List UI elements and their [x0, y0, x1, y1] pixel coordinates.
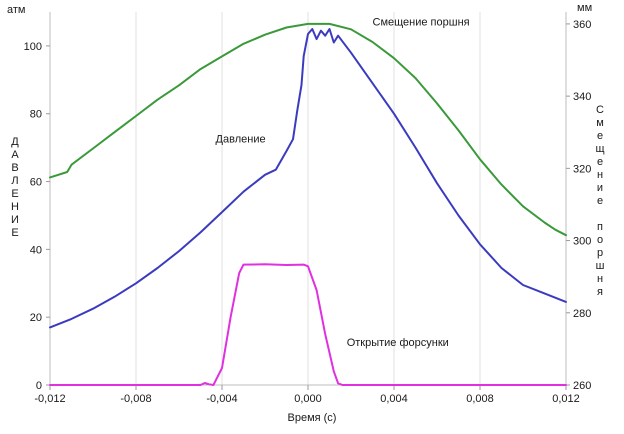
right-axis-label-char: п: [597, 221, 603, 233]
series: [49, 22, 567, 386]
right-axis-label-char: е: [597, 130, 603, 142]
right-tick-label: 320: [573, 163, 591, 175]
right-axis-label-char: р: [597, 247, 603, 259]
ticks: -0,012 -0,008 -0,004 0,000 0,004 0,008 0,012 0 2…: [24, 19, 592, 405]
right-tick-label: 300: [573, 236, 591, 248]
x-tick-label: 0,000: [294, 393, 322, 405]
series-line-открытие-форсунки: [49, 263, 567, 386]
left-axis-label-char: А: [11, 149, 19, 161]
right-axis-label-char: о: [597, 234, 603, 246]
right-axis-label-char: м: [596, 117, 604, 129]
annotations: Смещение поршня Давление Открытие форсунки: [216, 17, 470, 349]
left-axis-label-char: Д: [11, 136, 19, 148]
x-tick-label: 0,008: [466, 393, 494, 405]
left-axis-unit: атм: [7, 4, 25, 16]
grid: [135, 12, 481, 385]
right-axis-label-char: е: [597, 156, 603, 168]
right-tick-label: 260: [573, 380, 591, 392]
left-axis-label-char: В: [11, 162, 18, 174]
right-tick-label: 360: [573, 19, 591, 31]
x-tick-label: 0,012: [552, 393, 580, 405]
annotation-label: Смещение поршня: [373, 17, 470, 29]
x-axis-label: Время (с): [288, 412, 337, 424]
left-axis-label-char: Л: [11, 175, 18, 187]
x-tick-label: -0,004: [206, 393, 237, 405]
series-line-смещение-поршня: [49, 22, 567, 237]
x-tick-label: -0,008: [120, 393, 151, 405]
right-axis-unit: мм: [577, 2, 592, 14]
right-axis-label-char: щ: [595, 143, 604, 155]
left-axis-label-char: Е: [11, 188, 18, 200]
right-axis-label-char: е: [597, 195, 603, 207]
right-axis-label-char: ш: [596, 260, 605, 272]
left-axis-label-char: И: [11, 214, 19, 226]
left-tick-label: 0: [36, 380, 42, 392]
right-axis-label-char: и: [597, 182, 603, 194]
right-tick-label: 340: [573, 91, 591, 103]
x-tick-label: 0,004: [380, 393, 408, 405]
x-tick-label: -0,012: [34, 393, 65, 405]
right-axis-label-char: я: [597, 286, 603, 298]
left-tick-label: 80: [30, 109, 42, 121]
left-tick-label: 20: [30, 312, 42, 324]
left-axis-label-char: Е: [11, 227, 18, 239]
left-axis-label-char: Н: [11, 201, 19, 213]
series-line-давление: [49, 28, 567, 329]
annotation-label: Открытие форсунки: [347, 337, 449, 349]
left-tick-label: 60: [30, 177, 42, 189]
left-tick-label: 40: [30, 244, 42, 256]
right-tick-label: 280: [573, 308, 591, 320]
left-tick-label: 100: [24, 41, 42, 53]
annotation-label: Давление: [216, 134, 266, 146]
right-axis-label-char: С: [596, 104, 604, 116]
right-axis-label-char: н: [597, 169, 603, 181]
right-axis-label-char: н: [597, 273, 603, 285]
